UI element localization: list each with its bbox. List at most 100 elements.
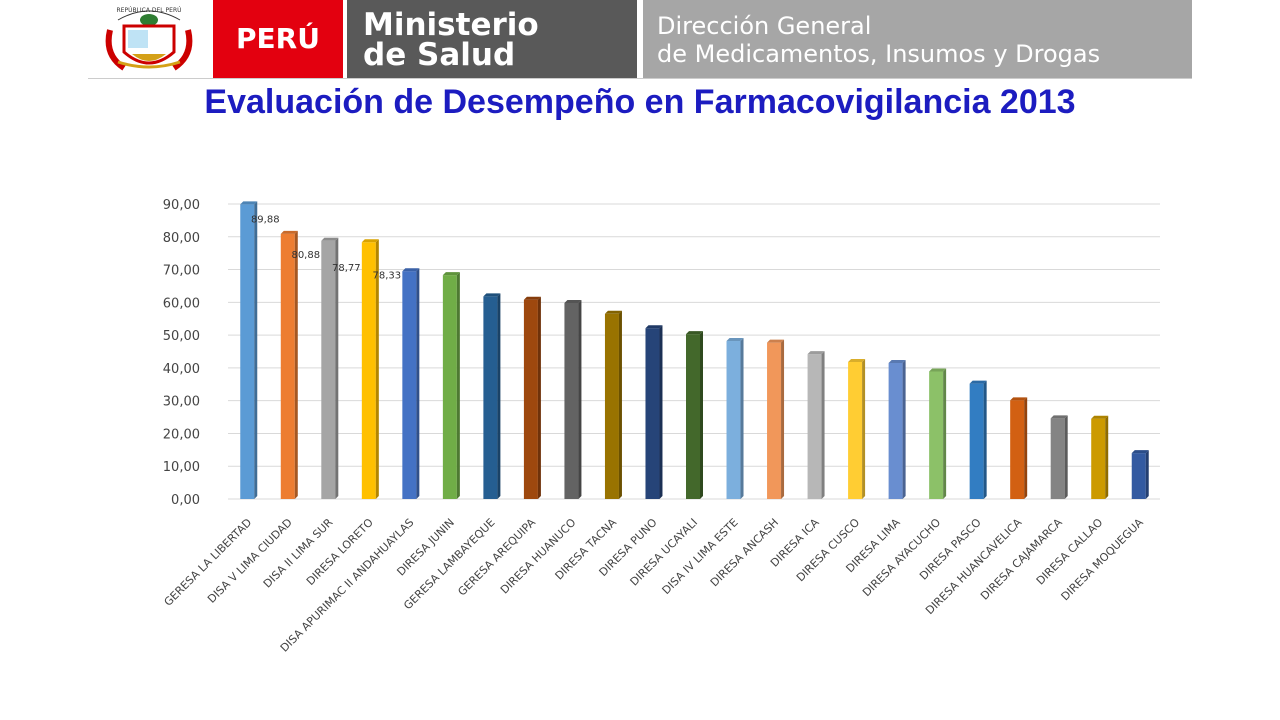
directorate-line: de Medicamentos, Insumos y Drogas bbox=[657, 40, 1101, 68]
bar-side bbox=[983, 380, 987, 499]
bar-top bbox=[726, 338, 744, 342]
bar-top bbox=[807, 351, 825, 355]
y-tick-label: 80,00 bbox=[163, 231, 200, 246]
bar-side bbox=[294, 230, 298, 500]
bar bbox=[1091, 418, 1106, 499]
x-tick-label: DIRESA MOQUEGUA bbox=[1059, 516, 1147, 604]
bar-side bbox=[1064, 415, 1068, 499]
value-label: 78,33 bbox=[373, 270, 402, 281]
country-box: PERÚ bbox=[213, 0, 343, 78]
bar-side bbox=[781, 339, 785, 499]
bar bbox=[523, 299, 538, 499]
bar-top bbox=[645, 325, 663, 329]
bar-top bbox=[1091, 415, 1109, 419]
bar bbox=[1010, 400, 1025, 499]
bar-side bbox=[659, 325, 663, 499]
bar bbox=[848, 361, 863, 499]
bar bbox=[564, 302, 579, 499]
bar-top bbox=[1131, 450, 1149, 454]
ministry-line: Ministerio bbox=[363, 7, 539, 43]
bar bbox=[726, 341, 741, 499]
bar bbox=[929, 371, 944, 499]
bar bbox=[442, 275, 457, 499]
bar bbox=[604, 313, 619, 499]
bar-top bbox=[442, 272, 460, 276]
x-tick-label: GERESA AREQUIPA bbox=[455, 516, 538, 599]
bar bbox=[807, 354, 822, 499]
country: PERÚ bbox=[236, 22, 320, 55]
bar-side bbox=[335, 237, 339, 499]
bar-side bbox=[416, 268, 420, 499]
bar-side bbox=[862, 358, 866, 499]
bar-side bbox=[740, 338, 744, 499]
y-tick-label: 0,00 bbox=[171, 493, 200, 508]
bar-top bbox=[686, 331, 703, 335]
bar-top bbox=[888, 359, 906, 363]
x-tick-label: DISA II LIMA SUR bbox=[261, 516, 336, 591]
y-tick-label: 10,00 bbox=[163, 460, 200, 475]
y-tick-label: 90,00 bbox=[163, 198, 200, 213]
bar bbox=[969, 383, 984, 499]
ministry-line: de Salud bbox=[363, 37, 516, 73]
value-label: 89,88 bbox=[251, 214, 280, 225]
bar bbox=[767, 342, 782, 499]
x-tick-label: DIRESA ANCASH bbox=[708, 516, 781, 589]
bar-side bbox=[700, 331, 703, 499]
bar bbox=[888, 362, 903, 499]
bar-side bbox=[375, 239, 379, 500]
bar-side bbox=[254, 201, 258, 500]
bar bbox=[1131, 453, 1146, 499]
y-tick-label: 20,00 bbox=[163, 427, 200, 442]
x-tick-label: DISA IV LIMA ESTE bbox=[660, 516, 741, 597]
bar bbox=[280, 233, 295, 500]
bar-top bbox=[483, 293, 501, 297]
directorate-box: Dirección General de Medicamentos, Insum… bbox=[643, 0, 1192, 78]
bar-top bbox=[767, 339, 785, 343]
bar-side bbox=[902, 359, 906, 499]
bar bbox=[361, 242, 376, 500]
bar-top bbox=[1010, 397, 1028, 401]
x-tick-label: DIRESA HUANUCO bbox=[498, 516, 579, 597]
bar-top bbox=[402, 268, 420, 272]
bar-side bbox=[578, 299, 582, 499]
bar bbox=[240, 204, 255, 500]
bar-side bbox=[943, 368, 947, 499]
bar-top bbox=[848, 358, 866, 362]
y-tick-label: 30,00 bbox=[163, 395, 200, 410]
y-tick-label: 40,00 bbox=[163, 362, 200, 377]
bar-top bbox=[604, 310, 622, 314]
bar-side bbox=[1024, 397, 1028, 499]
bar bbox=[321, 240, 336, 499]
bar-side bbox=[1145, 450, 1149, 499]
bar-top bbox=[564, 299, 582, 303]
ministry-box: Ministerio de Salud bbox=[347, 0, 637, 78]
bar-top bbox=[361, 239, 379, 243]
value-label: 80,88 bbox=[291, 250, 320, 261]
bar-top bbox=[929, 368, 947, 372]
bar-top bbox=[280, 230, 298, 234]
logo-text: REPÚBLICA DEL PERÚ bbox=[116, 7, 181, 14]
bar bbox=[483, 296, 498, 499]
directorate-line: Dirección General bbox=[657, 12, 872, 40]
bar bbox=[402, 271, 417, 499]
bar-top bbox=[240, 201, 258, 205]
y-tick-label: 70,00 bbox=[163, 264, 200, 279]
coat-of-arms: REPÚBLICA DEL PERÚ bbox=[105, 7, 193, 71]
bar bbox=[1050, 418, 1065, 499]
chart-title: Evaluación de Desempeño en Farmacovigila… bbox=[204, 83, 1076, 121]
bar-top bbox=[523, 296, 541, 300]
bar-top bbox=[321, 237, 339, 241]
bar-side bbox=[537, 296, 541, 499]
x-tick-label: DIRESA AYACUCHO bbox=[860, 516, 943, 599]
value-label: 78,77 bbox=[332, 263, 361, 274]
bar-side bbox=[1105, 415, 1109, 499]
bar-side bbox=[456, 272, 460, 499]
bar-side bbox=[618, 310, 622, 499]
bar-side bbox=[821, 351, 825, 499]
header-rule bbox=[88, 78, 1192, 79]
bar bbox=[645, 328, 660, 499]
bar bbox=[686, 334, 700, 499]
bar-side bbox=[497, 293, 501, 499]
